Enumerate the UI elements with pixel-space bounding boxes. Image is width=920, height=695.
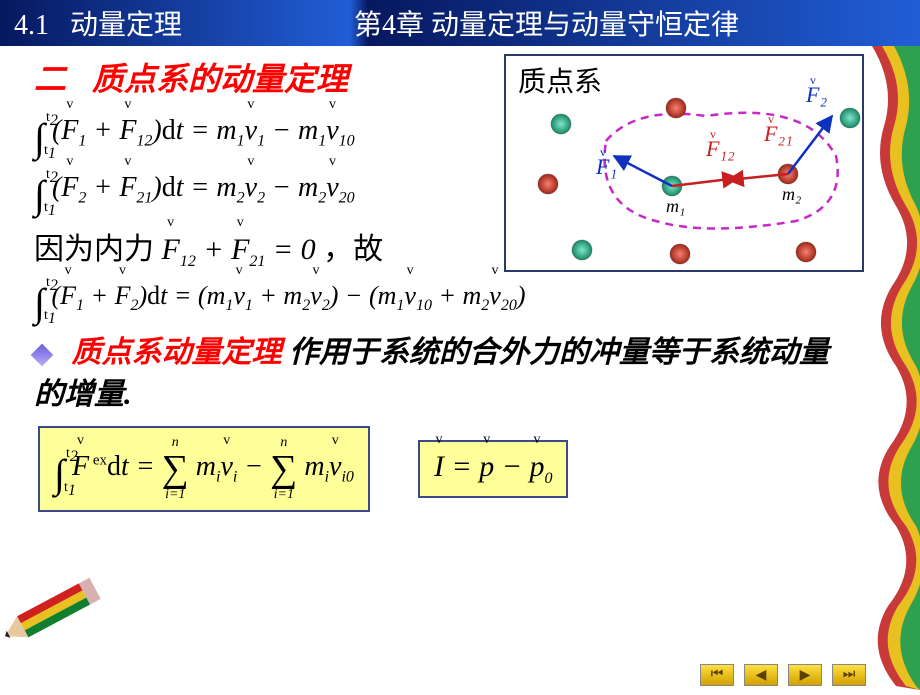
prev-slide-button[interactable]: ◀ (744, 664, 778, 686)
svg-text:m₁: m₁ (666, 196, 685, 216)
equation-3: ∫t2t1 (F1 + F2)dt = (m1v1 + m2v2) − (m1v… (34, 279, 858, 326)
section-heading: 4.1 动量定理 (14, 3, 354, 43)
pencil-icon (0, 558, 112, 678)
main-theorem-equation: ∫t2t1 F exdt = n∑i=1 mivi − n∑i=1 mivi0 (38, 426, 370, 512)
svg-text:v: v (768, 112, 774, 126)
subsection-number: 二 (34, 61, 66, 97)
first-slide-button[interactable]: ⏮ (700, 664, 734, 686)
svg-text:v: v (600, 145, 606, 159)
particle-system-diagram: 质点系 m₁m₂ F₁vF₂vF₁₂vF₂₁v (504, 54, 864, 272)
svg-text:v: v (810, 73, 816, 87)
svg-text:v: v (710, 127, 716, 141)
theorem-statement: 质点系动量定理 作用于系统的合外力的冲量等于系统动量的增量. (34, 332, 858, 416)
next-slide-button[interactable]: ▶ (788, 664, 822, 686)
svg-text:m₂: m₂ (782, 184, 801, 204)
diagram-title: 质点系 (518, 60, 602, 100)
slide-content: 二 质点系的动量定理 ∫t2t1 (F1 + F12)dt = m1v1 − m… (20, 46, 872, 682)
decorative-ribbon (872, 46, 920, 690)
subsection-name: 质点系的动量定理 (92, 61, 348, 97)
svg-text:F₁: F₁ (595, 154, 617, 179)
section-title: 动量定理 (70, 10, 182, 41)
last-slide-button[interactable]: ⏭ (832, 664, 866, 686)
svg-text:F₂: F₂ (805, 82, 827, 107)
slide-nav: ⏮ ◀ ▶ ⏭ (700, 664, 866, 686)
impulse-momentum-equation: I = p − p0 (418, 440, 569, 498)
section-number: 4.1 (14, 10, 49, 41)
boxed-equations-row: ∫t2t1 F exdt = n∑i=1 mivi − n∑i=1 mivi0 … (34, 420, 858, 518)
slide-header: 4.1 动量定理 第4章 动量定理与动量守恒定律 (0, 0, 920, 46)
bullet-icon (31, 344, 54, 367)
theorem-name: 质点系动量定理 (72, 336, 282, 369)
chapter-heading: 第4章 动量定理与动量守恒定律 (354, 3, 906, 43)
